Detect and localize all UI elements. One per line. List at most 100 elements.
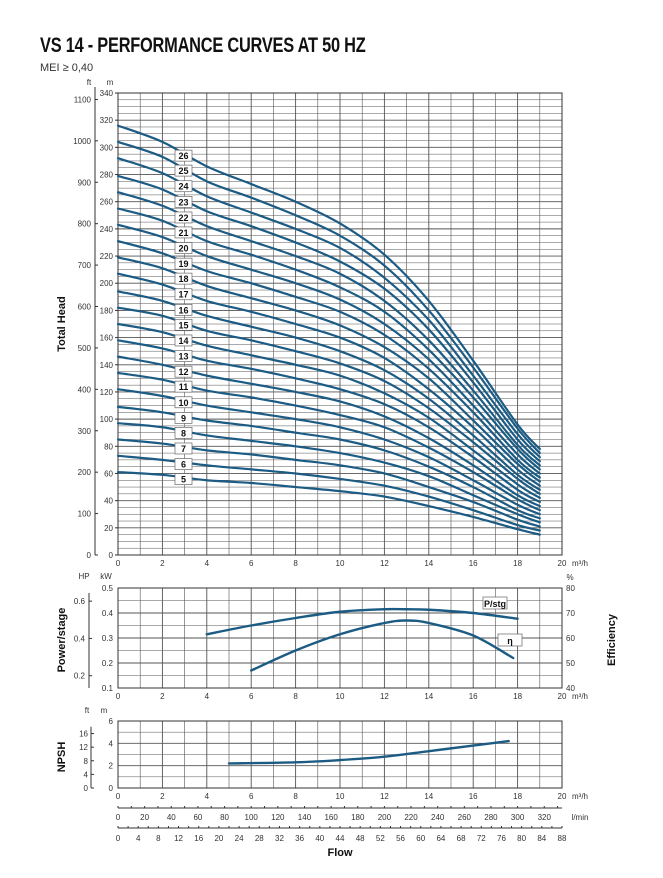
gpm-tick: 44 [336,834,345,843]
head-y-tick: 320 [100,116,114,125]
lmin-tick: 300 [511,813,525,822]
head-x-unit: m³/h [572,559,588,568]
stage-label-text: 21 [178,228,188,238]
stage-label-text: 24 [178,182,188,192]
head-x-tick: 14 [424,559,433,568]
gpm-tick: 84 [537,834,546,843]
stage-label-box [174,257,193,270]
gpm-tick: 12 [174,834,183,843]
flow-label: Flow [327,847,352,859]
head-curve-stage-16 [116,290,541,491]
stage-label-box [174,211,193,224]
gpm-tick: 40 [315,834,324,843]
efficiency-curve [250,619,515,672]
head-ft-tick: 300 [78,427,92,436]
npsh-x-tick: 4 [205,792,210,801]
power-hp-tick: 0.6 [74,597,86,606]
mei-subtitle: MEI ≥ 0,40 [40,62,94,74]
efficiency-y-label: Efficiency [606,613,618,666]
stage-label-19: 19 [174,257,193,270]
head-curve-stage-19 [116,240,541,479]
power-hp-unit: HP [78,572,89,581]
head-ft-tick: 1100 [74,95,92,104]
head-y-tick: 280 [100,171,114,180]
head-curve-stage-21 [116,207,541,471]
lmin-tick: 200 [378,813,392,822]
eff-tick: 40 [566,684,575,693]
stage-label-text: 11 [179,382,189,392]
npsh-x-tick: 14 [424,792,433,801]
head-x-tick: 18 [513,559,522,568]
power-x-tick: 16 [469,692,478,701]
lmin-tick: 120 [271,813,285,822]
power-y-label: Power/stage [56,608,68,673]
head-curve-stage-18 [116,256,541,483]
head-ft-tick: 500 [78,344,92,353]
npsh-ft-tick: 12 [79,743,88,752]
gpm-tick: 4 [136,834,141,843]
stage-label-text: 13 [178,352,188,362]
npsh-m-tick: 4 [109,739,114,748]
npsh-m-unit: m [101,706,108,715]
stage-label-box [174,334,193,347]
stage-label-7: 7 [174,442,193,455]
stage-label-text: 26 [178,151,188,161]
stage-label-13: 13 [174,350,193,362]
stage-label-6: 6 [174,458,193,470]
head-curve-stage-8 [116,422,541,524]
npsh-x-tick: 16 [469,792,478,801]
head-ft-tick: 600 [78,303,92,312]
stage-label-box [174,164,193,177]
curve-label-box [497,633,523,647]
stage-label-text: 19 [178,259,188,269]
curve-label-text: P/stg [484,599,506,609]
gpm-tick: 8 [156,834,161,843]
stage-label-box [174,272,193,285]
npsh-x-tick: 6 [249,792,254,801]
lmin-tick: 60 [193,813,202,822]
power-x-tick: 8 [293,692,298,701]
head-curve-stage-24 [116,157,541,459]
stage-label-text: 20 [178,244,188,254]
head-y-tick: 60 [104,469,113,478]
npsh-ft-tick: 4 [84,770,89,779]
power-kw-tick: 0.1 [102,684,114,693]
head-ft-tick: 0 [87,551,92,560]
stage-label-8: 8 [174,426,193,439]
head-ft-tick: 700 [78,261,92,270]
lmin-tick: 100 [245,813,259,822]
power-per-stage-curve [205,607,519,636]
gpm-tick: 56 [396,834,405,843]
head-x-tick: 10 [336,559,345,568]
npsh-x-tick: 8 [293,792,298,801]
eff-unit: % [566,573,573,582]
stage-label-text: 16 [178,305,188,315]
head-x-tick: 12 [380,559,389,568]
head-curve-stage-6 [116,454,541,532]
lmin-tick: 140 [298,813,312,822]
gpm-tick: 88 [558,834,567,843]
stage-label-text: 7 [181,444,186,454]
npsh-x-tick: 18 [513,792,522,801]
gpm-tick: 72 [477,834,486,843]
lmin-tick: 320 [538,813,552,822]
gpm-tick: 16 [194,834,203,843]
power-kw-tick: 0.5 [102,584,114,593]
power-x-tick: 4 [205,692,210,701]
stage-label-box [174,304,193,316]
power-x-tick: 14 [424,692,433,701]
gpm-tick: 48 [356,834,365,843]
head-ft-tick: 200 [78,468,92,477]
power-kw-tick: 0.4 [102,609,114,618]
head-curve-stage-13 [116,339,541,504]
stage-label-5: 5 [174,473,193,485]
head-y-tick: 340 [100,89,114,98]
head-m-unit: m [107,78,114,87]
stage-label-text: 12 [178,367,188,377]
head-ft-unit: ft [87,78,92,87]
head-x-tick: 8 [293,559,298,568]
stage-label-21: 21 [174,226,193,239]
power-x-tick: 10 [336,692,345,701]
